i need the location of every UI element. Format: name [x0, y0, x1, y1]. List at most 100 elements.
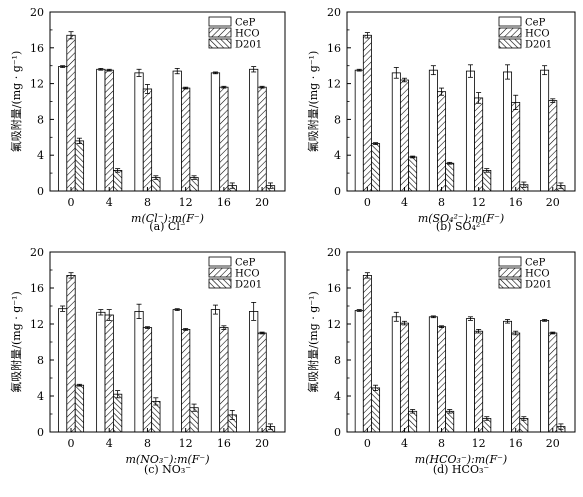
y-tick-label: 20 — [327, 6, 341, 19]
bar-hco — [257, 332, 267, 433]
legend-swatch-cep — [208, 256, 232, 267]
bar-hco — [474, 330, 484, 433]
bar-cep — [210, 309, 221, 433]
bar-hco — [548, 332, 558, 433]
y-tick-label: 12 — [327, 318, 341, 331]
legend-swatch-hco — [208, 27, 232, 38]
error-bar — [542, 65, 548, 76]
error-bar — [191, 403, 197, 412]
bar-d201 — [445, 410, 455, 433]
y-axis-label: 氟吸附量/(mg · g⁻¹) — [306, 291, 320, 393]
error-bar — [98, 309, 104, 316]
error-bar — [153, 397, 159, 406]
y-tick-label: 8 — [37, 354, 44, 367]
bar-hco — [257, 86, 267, 192]
error-bar — [136, 68, 142, 77]
legend-label: HCO — [235, 29, 260, 40]
y-tick-label: 4 — [334, 149, 341, 162]
x-tick-label: 16 — [509, 196, 523, 209]
legend-label: D201 — [525, 280, 552, 291]
x-tick-label: 8 — [144, 196, 151, 209]
error-bar — [430, 65, 436, 76]
error-bar — [229, 182, 235, 189]
legend-swatch-d201 — [498, 38, 522, 49]
error-bar — [76, 383, 82, 387]
x-tick-label: 12 — [179, 196, 193, 209]
panels: 0 4 8 12 16 20 0 4 8 12 16 20 m(Cl⁻):m(F⁻) 氟吸附量/(mg ·… — [9, 6, 576, 476]
bar-d201 — [408, 410, 418, 433]
bar-d201 — [371, 143, 381, 192]
bar-hco — [437, 326, 447, 433]
bar-hco — [362, 34, 372, 192]
bar-cep — [465, 70, 475, 192]
bar-cep — [134, 72, 144, 192]
x-tick-label: 12 — [472, 437, 486, 450]
bar-cep — [540, 319, 550, 433]
error-bar — [183, 328, 189, 331]
error-bar — [144, 84, 150, 94]
bar-hco — [399, 79, 409, 192]
error-bar — [476, 92, 482, 104]
chart-caption: (c) NO₃⁻ — [144, 463, 191, 476]
chart-caption: (b) SO₄²⁻ — [436, 220, 486, 233]
error-bar — [373, 142, 379, 145]
error-bar — [267, 423, 273, 430]
error-bar — [221, 325, 227, 330]
bar-cep — [428, 69, 438, 192]
y-tick-label: 0 — [334, 185, 341, 198]
legend-swatch-d201 — [208, 38, 232, 49]
y-tick-label: 12 — [30, 318, 44, 331]
y-tick-label: 8 — [334, 354, 341, 367]
error-bar — [550, 98, 556, 103]
legend-swatch-hco — [498, 267, 522, 278]
bar-cep — [172, 70, 182, 192]
error-bar — [410, 409, 416, 414]
bar-cep — [134, 310, 144, 433]
legend-swatch-cep — [498, 256, 522, 267]
y-tick-label: 8 — [37, 113, 44, 126]
legend-swatch-cep — [208, 16, 232, 27]
error-bar — [259, 331, 265, 335]
bar-hco — [66, 274, 76, 433]
chart-caption: (a) Cl⁻ — [149, 220, 186, 233]
x-axis-label: m(HCO₃⁻):m(F⁻) — [415, 453, 507, 466]
bar-cep — [428, 316, 438, 433]
error-bar — [212, 304, 218, 315]
bar-cep — [354, 69, 364, 192]
error-bar — [251, 66, 257, 73]
error-bar — [174, 67, 180, 75]
legend-swatch-d201 — [208, 278, 232, 289]
chart-panel-2: 0 4 8 12 16 20 0 4 8 12 16 20 m(SO₄²⁻):m(F⁻) 氟吸附量/(mg… — [306, 6, 576, 233]
legend-label: D201 — [235, 280, 262, 291]
bar-d201 — [113, 170, 123, 192]
error-bar — [401, 320, 407, 326]
x-tick-label: 20 — [546, 196, 560, 209]
error-bar — [393, 311, 399, 322]
error-bar — [106, 309, 112, 321]
error-bar — [467, 64, 473, 78]
bar-hco — [399, 322, 409, 433]
bar-cep — [391, 316, 401, 433]
error-bar — [106, 68, 112, 72]
error-bar — [356, 68, 362, 72]
error-bar — [267, 182, 273, 189]
bar-hco — [511, 101, 521, 192]
y-tick-label: 16 — [327, 42, 341, 55]
x-tick-label: 0 — [68, 437, 75, 450]
bar-hco — [474, 97, 484, 192]
bar-cep — [210, 72, 221, 192]
error-bar — [447, 161, 453, 165]
x-tick-label: 20 — [255, 196, 269, 209]
y-tick-label: 0 — [37, 426, 44, 439]
bar-hco — [219, 86, 229, 192]
y-tick-label: 16 — [30, 42, 44, 55]
bar-cep — [249, 68, 259, 192]
error-bar — [60, 305, 66, 312]
error-bar — [259, 85, 265, 89]
x-tick-label: 8 — [438, 196, 445, 209]
x-tick-label: 0 — [364, 437, 371, 450]
x-tick-label: 12 — [179, 437, 193, 450]
bar-cep — [465, 318, 475, 433]
